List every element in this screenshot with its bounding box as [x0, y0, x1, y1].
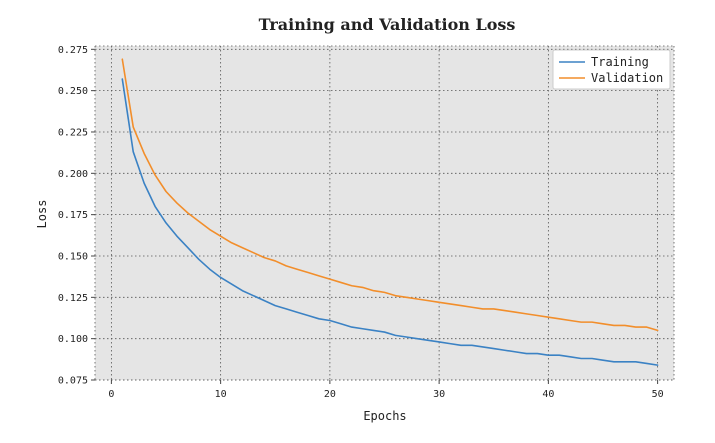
y-tick-label: 0.225 [58, 127, 88, 138]
y-axis-label: Loss [35, 200, 49, 229]
x-tick-label: 40 [542, 389, 554, 400]
x-tick-label: 10 [215, 389, 227, 400]
series-line-validation [121, 58, 659, 332]
plot-area [95, 46, 674, 380]
y-tick-label: 0.175 [58, 210, 88, 221]
x-tick-label: 30 [433, 389, 445, 400]
axes [94, 45, 675, 381]
legend-label-validation: Validation [591, 71, 663, 85]
y-tick-label: 0.250 [58, 86, 88, 97]
x-axis-ticks: 0 10 20 30 40 50 [108, 380, 664, 400]
y-tick-label: 0.275 [58, 45, 88, 56]
legend-label-training: Training [591, 55, 649, 69]
series-line-training [121, 78, 659, 366]
x-tick-label: 0 [108, 389, 114, 400]
gridlines [95, 46, 674, 381]
legend: Training Validation [552, 49, 671, 90]
y-axis-ticks: 0.075 0.100 0.125 0.150 0.175 0.200 0.225 0.250… [58, 45, 95, 387]
legend-box [552, 49, 671, 90]
chart-title: Training and Validation Loss [259, 15, 516, 34]
y-tick-label: 0.100 [58, 334, 88, 345]
series-lines [121, 58, 659, 366]
y-tick-label: 0.125 [58, 293, 88, 304]
x-tick-label: 50 [652, 389, 664, 400]
y-tick-label: 0.150 [58, 251, 88, 262]
x-tick-label: 20 [324, 389, 336, 400]
y-tick-label: 0.075 [58, 376, 88, 387]
x-axis-label: Epochs [363, 409, 406, 423]
y-tick-label: 0.200 [58, 169, 88, 180]
